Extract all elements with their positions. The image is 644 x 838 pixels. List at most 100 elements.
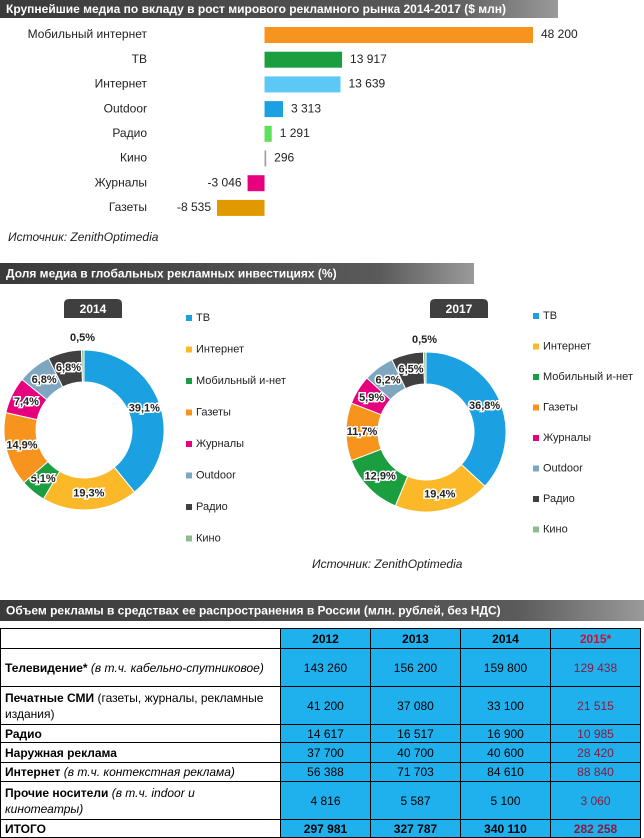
value-cell: 33 100 [460, 686, 551, 725]
segment-label: 14,9% [6, 440, 37, 452]
segment-label: 6,8% [32, 374, 57, 386]
category-label: Мобильный интернет [28, 27, 148, 41]
table-row: Наружная реклама 37 700 40 700 40 600 28 420 [0, 742, 641, 763]
legend-swatch [186, 378, 192, 384]
segment-label: 7,4% [14, 396, 39, 408]
legend-swatch [186, 315, 192, 321]
row-note: (газеты, журналы, рекламные издания) [5, 690, 264, 721]
bar [264, 51, 343, 68]
row-label-cell: Интернет (в т.ч. контекстная реклама) [0, 762, 281, 782]
legend-label: Кино [196, 532, 221, 544]
segment-label: 5,1% [31, 473, 56, 485]
category-label: Интернет [95, 77, 148, 91]
legend-label: Радио [196, 501, 228, 513]
value-label: 1 291 [280, 126, 310, 140]
value-cell: 340 110 [460, 819, 551, 838]
bar [264, 125, 272, 142]
segment-label: 19,3% [73, 488, 104, 500]
value-label: 296 [274, 151, 294, 165]
year-header: 2014 [460, 628, 551, 649]
legend-swatch [186, 441, 192, 447]
legend-swatch [533, 374, 539, 380]
value-label: 13 639 [349, 77, 386, 91]
legend-label: Outdoor [196, 469, 236, 481]
value-cell: 297 981 [280, 819, 371, 838]
legend-swatch [186, 409, 192, 416]
value-cell: 37 080 [370, 686, 461, 725]
value-cell: 40 700 [370, 742, 461, 763]
section-header-bar [0, 0, 558, 18]
legend-swatch [533, 313, 539, 319]
year-tab [430, 299, 488, 318]
legend-label: Журналы [543, 432, 591, 444]
category-label: Outdoor [104, 101, 147, 115]
source-note: Источник: ZenithOptimedia [8, 230, 159, 244]
row-label: Печатные СМИ [5, 690, 95, 705]
bar [247, 175, 265, 192]
category-label: Газеты [109, 200, 147, 214]
legend-swatch [533, 435, 539, 441]
year-header: 2015* [550, 628, 641, 649]
legend-swatch [186, 472, 192, 479]
table-header-row: 2012 2013 2014 2015* [0, 628, 641, 649]
year-title: 2014 [80, 302, 107, 316]
value-cell: 21 515 [550, 686, 641, 725]
bar [264, 150, 267, 167]
value-cell: 14 617 [280, 724, 371, 743]
legend-swatch [186, 535, 192, 542]
row-label-cell: Наружная реклама [0, 742, 281, 763]
year-header: 2012 [280, 628, 371, 649]
segment-label: 39,1% [129, 402, 160, 414]
segment-label: 6,2% [375, 374, 400, 386]
bar [217, 199, 265, 216]
value-cell: 37 700 [280, 742, 371, 763]
value-cell: 5 100 [460, 781, 551, 820]
legend-label: Журналы [196, 438, 244, 450]
value-label: -3 046 [208, 175, 242, 189]
legend-label: Газеты [196, 406, 231, 418]
legend-label: ТВ [196, 312, 210, 324]
row-note: (в т.ч. кабельно-спутниковое) [90, 660, 264, 675]
section-title: Объем рекламы в средствах ее распростран… [6, 604, 501, 618]
value-cell: 327 787 [370, 819, 461, 838]
value-cell: 156 200 [370, 648, 461, 687]
legend-label: Мобильный и-нет [543, 371, 633, 383]
category-label: Радио [112, 126, 147, 140]
section-title: Доля медиа в глобальных рекламных инвест… [6, 267, 337, 281]
legend-swatch [533, 343, 539, 350]
table-row: Прочие носители (в т.ч. indoor и кинотеа… [0, 781, 641, 820]
value-label: 48 200 [541, 27, 578, 41]
legend-label: Интернет [543, 340, 591, 352]
segment-label: 11,7% [347, 426, 378, 438]
value-cell: 143 260 [280, 648, 371, 687]
table-row: Печатные СМИ (газеты, журналы, рекламные… [0, 686, 641, 725]
bar [264, 101, 283, 118]
row-label: Интернет [5, 765, 61, 779]
value-cell: 84 610 [460, 762, 551, 782]
row-label-cell: Прочие носители (в т.ч. indoor и кинотеа… [0, 781, 281, 820]
value-cell: 56 388 [280, 762, 371, 782]
segment-label: 6,8% [56, 362, 81, 374]
row-label-cell: Печатные СМИ (газеты, журналы, рекламные… [0, 686, 281, 725]
legend-swatch [186, 346, 192, 353]
year-title: 2017 [446, 302, 473, 316]
value-cell: 71 703 [370, 762, 461, 782]
value-cell: 28 420 [550, 742, 641, 763]
value-cell: 159 800 [460, 648, 551, 687]
russia-ad-table: 2012 2013 2014 2015* Телевидение* (в т.ч. ка… [0, 628, 641, 838]
category-label: ТВ [132, 52, 147, 66]
year-header: 2013 [370, 628, 461, 649]
segment-label: 0,5% [412, 334, 437, 346]
segment-label: 5,9% [359, 392, 384, 404]
row-label: Прочие носители [5, 785, 109, 800]
legend-swatch [533, 465, 539, 472]
table-row: ИТОГО 297 981 327 787 340 110 282 258 [0, 819, 641, 838]
value-cell: 41 200 [280, 686, 371, 725]
value-cell: 5 587 [370, 781, 461, 820]
table-row: Телевидение* (в т.ч. кабельно-спутниково… [0, 648, 641, 687]
category-label: Кино [120, 151, 147, 165]
value-cell: 88 840 [550, 762, 641, 782]
row-label: Наружная реклама [5, 745, 117, 760]
donut-segment [80, 349, 85, 383]
